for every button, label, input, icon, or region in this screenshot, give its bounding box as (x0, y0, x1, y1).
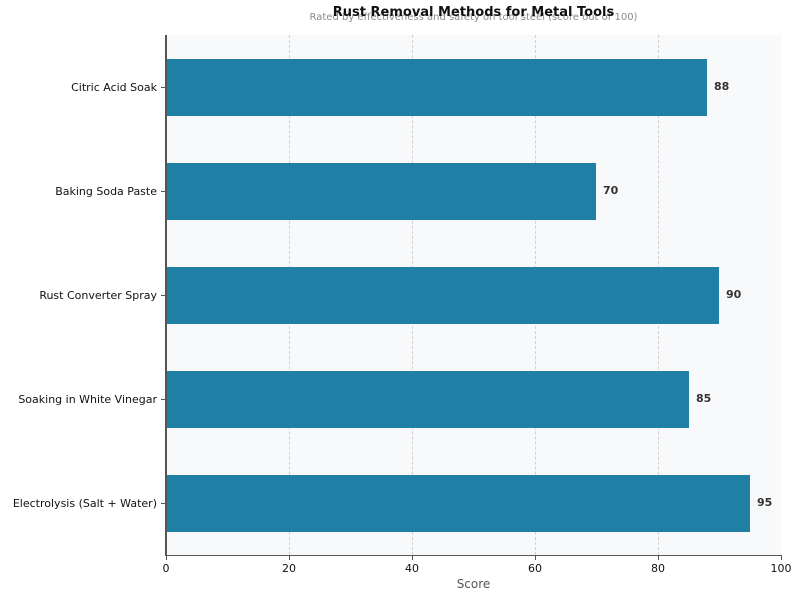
y-tick (161, 87, 165, 88)
bar-baking-soda-paste (166, 163, 596, 220)
bar-soaking-in-white-vinegar (166, 371, 689, 428)
y-axis-line (165, 35, 167, 556)
chart-title: Rust Removal Methods for Metal Tools (332, 5, 615, 20)
y-tick-label: Electrolysis (Salt + Water) (12, 497, 157, 510)
y-tick (161, 295, 165, 296)
y-tick-label: Soaking in White Vinegar (18, 393, 157, 406)
x-tick (781, 556, 782, 560)
x-tick-label: 40 (405, 562, 419, 575)
y-tick-label: Citric Acid Soak (71, 81, 157, 94)
value-label: 88 (714, 80, 730, 93)
x-axis-label: Score (456, 577, 491, 591)
x-tick (658, 556, 659, 560)
x-tick-label: 100 (770, 562, 792, 575)
value-label: 70 (603, 184, 619, 197)
y-tick-label: Rust Converter Spray (39, 289, 157, 302)
value-label: 85 (696, 392, 712, 405)
bar-rust-converter-spray (166, 267, 719, 324)
value-label: 95 (757, 496, 773, 509)
x-tick (289, 556, 290, 560)
x-tick (166, 556, 167, 560)
x-tick (535, 556, 536, 560)
x-tick-label: 0 (162, 562, 170, 575)
y-tick-label: Baking Soda Paste (55, 185, 157, 198)
x-tick-label: 20 (282, 562, 296, 575)
chart-subtitle: Rated by effectiveness and safety on too… (309, 12, 638, 23)
x-axis-line (165, 555, 782, 556)
x-tick-label: 60 (528, 562, 542, 575)
y-tick (161, 399, 165, 400)
x-tick (412, 556, 413, 560)
value-label: 90 (726, 288, 742, 301)
y-tick (161, 503, 165, 504)
bar-citric-acid-soak (166, 59, 707, 116)
x-tick-label: 80 (651, 562, 665, 575)
y-tick (161, 191, 165, 192)
bar-electrolysis (166, 475, 750, 532)
plot-area: 88 70 90 85 95 (166, 35, 781, 555)
